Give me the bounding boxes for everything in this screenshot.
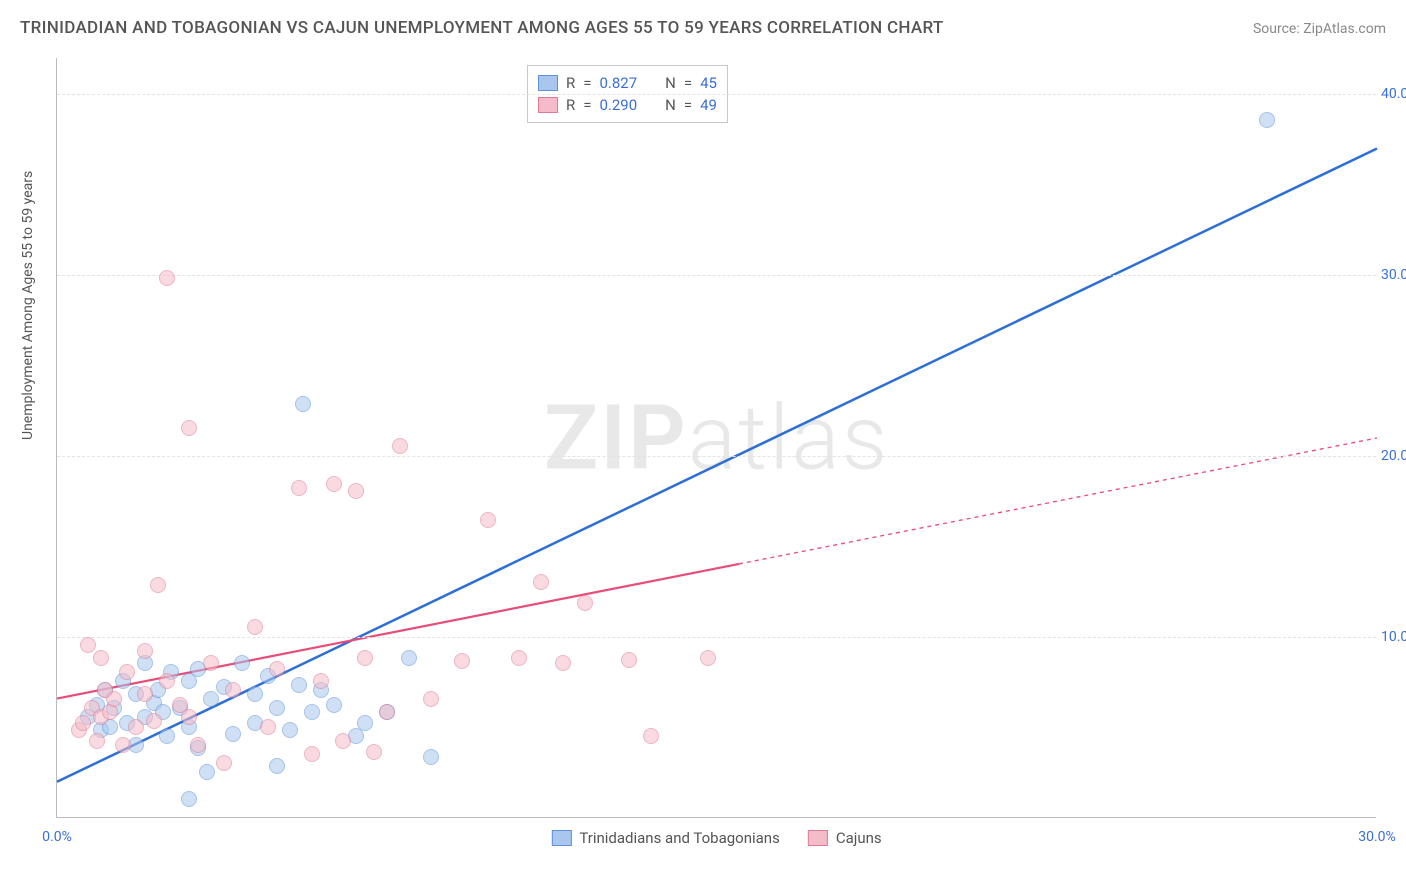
grid-line xyxy=(57,94,1376,95)
scatter-point xyxy=(159,673,175,689)
watermark: ZIPatlas xyxy=(544,385,889,490)
grid-line xyxy=(57,275,1376,276)
stats-row: R=0.290N=49 xyxy=(538,94,717,116)
scatter-point xyxy=(269,661,285,677)
scatter-point xyxy=(1259,112,1275,128)
scatter-point xyxy=(146,713,162,729)
scatter-point xyxy=(247,619,263,635)
legend-swatch xyxy=(538,97,558,113)
scatter-point xyxy=(511,650,527,666)
scatter-point xyxy=(357,650,373,666)
scatter-point xyxy=(700,650,716,666)
scatter-point xyxy=(621,652,637,668)
scatter-point xyxy=(533,574,549,590)
scatter-point xyxy=(115,737,131,753)
scatter-point xyxy=(93,650,109,666)
scatter-point xyxy=(423,749,439,765)
scatter-point xyxy=(326,697,342,713)
scatter-point xyxy=(181,709,197,725)
y-tick-label: 30.0% xyxy=(1381,267,1406,283)
scatter-point xyxy=(348,483,364,499)
legend-label: Trinidadians and Tobagonians xyxy=(579,829,779,847)
scatter-point xyxy=(203,655,219,671)
scatter-point xyxy=(128,719,144,735)
scatter-point xyxy=(269,758,285,774)
x-tick-label: 30.0% xyxy=(1358,829,1396,845)
plot-area: ZIPatlas R=0.827N=45R=0.290N=49 Trinidad… xyxy=(56,58,1376,818)
stats-row: R=0.827N=45 xyxy=(538,72,717,94)
scatter-point xyxy=(643,728,659,744)
scatter-point xyxy=(225,726,241,742)
scatter-point xyxy=(80,637,96,653)
scatter-point xyxy=(366,744,382,760)
scatter-point xyxy=(392,438,408,454)
y-tick-label: 10.0% xyxy=(1381,629,1406,645)
y-tick-label: 20.0% xyxy=(1381,448,1406,464)
scatter-point xyxy=(357,715,373,731)
chart-title: TRINIDADIAN AND TOBAGONIAN VS CAJUN UNEM… xyxy=(20,18,944,38)
y-tick-label: 40.0% xyxy=(1381,86,1406,102)
legend-swatch xyxy=(808,830,828,846)
scatter-point xyxy=(203,691,219,707)
scatter-point xyxy=(216,755,232,771)
scatter-point xyxy=(89,733,105,749)
bottom-legend: Trinidadians and Tobagonians Cajuns xyxy=(551,829,881,847)
scatter-point xyxy=(190,737,206,753)
scatter-point xyxy=(379,704,395,720)
scatter-point xyxy=(159,728,175,744)
x-tick-label: 0.0% xyxy=(42,829,72,845)
scatter-point xyxy=(282,722,298,738)
scatter-point xyxy=(181,420,197,436)
scatter-point xyxy=(119,664,135,680)
scatter-point xyxy=(555,655,571,671)
scatter-point xyxy=(335,733,351,749)
scatter-point xyxy=(304,704,320,720)
scatter-point xyxy=(234,655,250,671)
scatter-point xyxy=(577,595,593,611)
scatter-point xyxy=(291,480,307,496)
scatter-point xyxy=(304,746,320,762)
scatter-point xyxy=(181,791,197,807)
scatter-point xyxy=(401,650,417,666)
legend-label: Cajuns xyxy=(836,829,882,847)
scatter-point xyxy=(225,682,241,698)
scatter-point xyxy=(269,700,285,716)
scatter-point xyxy=(75,715,91,731)
scatter-point xyxy=(291,677,307,693)
y-axis-title: Unemployment Among Ages 55 to 59 years xyxy=(20,171,36,440)
scatter-point xyxy=(137,686,153,702)
legend-swatch xyxy=(551,830,571,846)
scatter-point xyxy=(247,686,263,702)
scatter-point xyxy=(159,270,175,286)
legend-swatch xyxy=(538,75,558,91)
scatter-point xyxy=(454,653,470,669)
grid-line xyxy=(57,456,1376,457)
scatter-point xyxy=(150,577,166,593)
scatter-point xyxy=(260,719,276,735)
scatter-point xyxy=(313,673,329,689)
legend-item: Cajuns xyxy=(808,829,882,847)
scatter-point xyxy=(137,643,153,659)
scatter-point xyxy=(423,691,439,707)
scatter-point xyxy=(295,396,311,412)
scatter-point xyxy=(326,476,342,492)
scatter-point xyxy=(106,691,122,707)
scatter-point xyxy=(199,764,215,780)
scatter-point xyxy=(480,512,496,528)
trend-lines xyxy=(57,58,1376,817)
grid-line xyxy=(57,637,1376,638)
legend-item: Trinidadians and Tobagonians xyxy=(551,829,779,847)
source-label: Source: ZipAtlas.com xyxy=(1253,21,1386,37)
